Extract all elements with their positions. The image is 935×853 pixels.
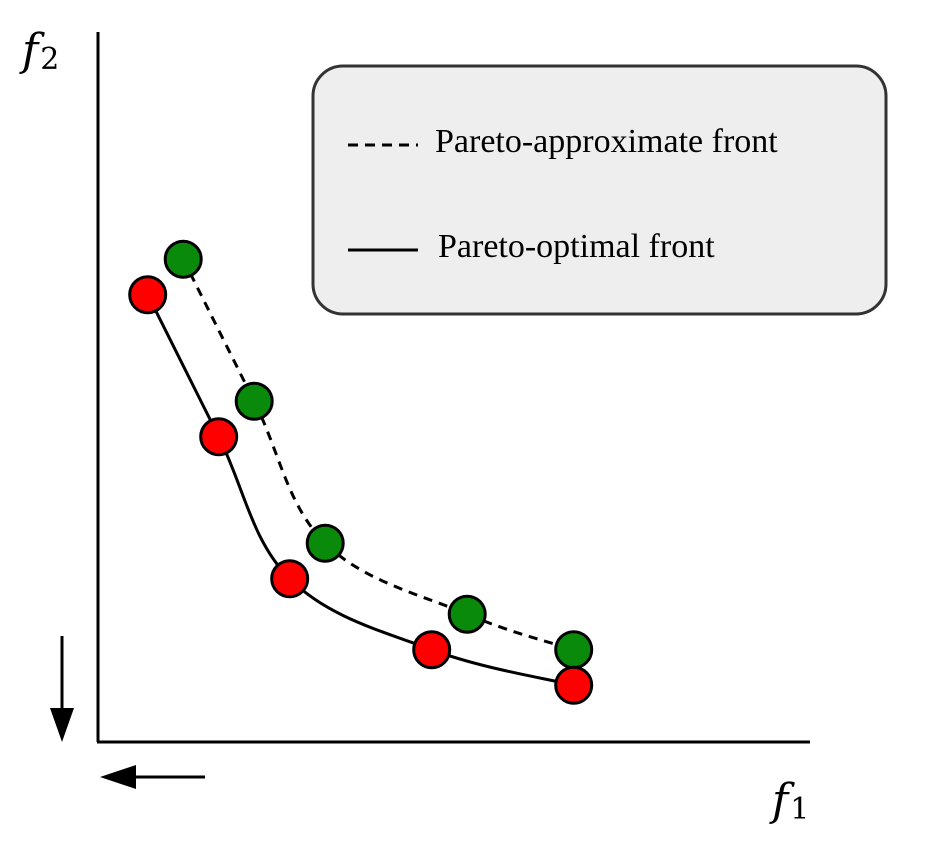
legend-optimal-label: Pareto-optimal front: [438, 228, 715, 265]
x-axis-label: f1: [769, 775, 809, 827]
optimal-point-2: [199, 417, 239, 457]
minimize-f2-arrow-icon: [50, 636, 74, 742]
optimal-front-line: [146, 294, 575, 687]
approx-point-1: [163, 239, 203, 279]
approx-point-2: [234, 381, 274, 421]
minimize-f1-arrow-icon: [100, 765, 205, 789]
legend-approx-label: Pareto-approximate front: [435, 123, 778, 160]
approx-point-5: [554, 630, 594, 670]
y-axis-label: f2: [19, 25, 59, 77]
front-lines: [146, 258, 575, 687]
legend: Pareto-approximate front Pareto-optimal …: [311, 64, 888, 316]
optimal-point-5: [554, 665, 594, 705]
optimal-point-3: [270, 559, 310, 599]
approx-point-4: [447, 594, 487, 634]
approx-front-line: [181, 258, 575, 652]
legend-box: [311, 64, 888, 316]
approx-point-3: [305, 523, 345, 563]
optimal-point-1: [128, 275, 168, 315]
front-points: [128, 239, 594, 705]
optimal-point-4: [412, 630, 452, 670]
